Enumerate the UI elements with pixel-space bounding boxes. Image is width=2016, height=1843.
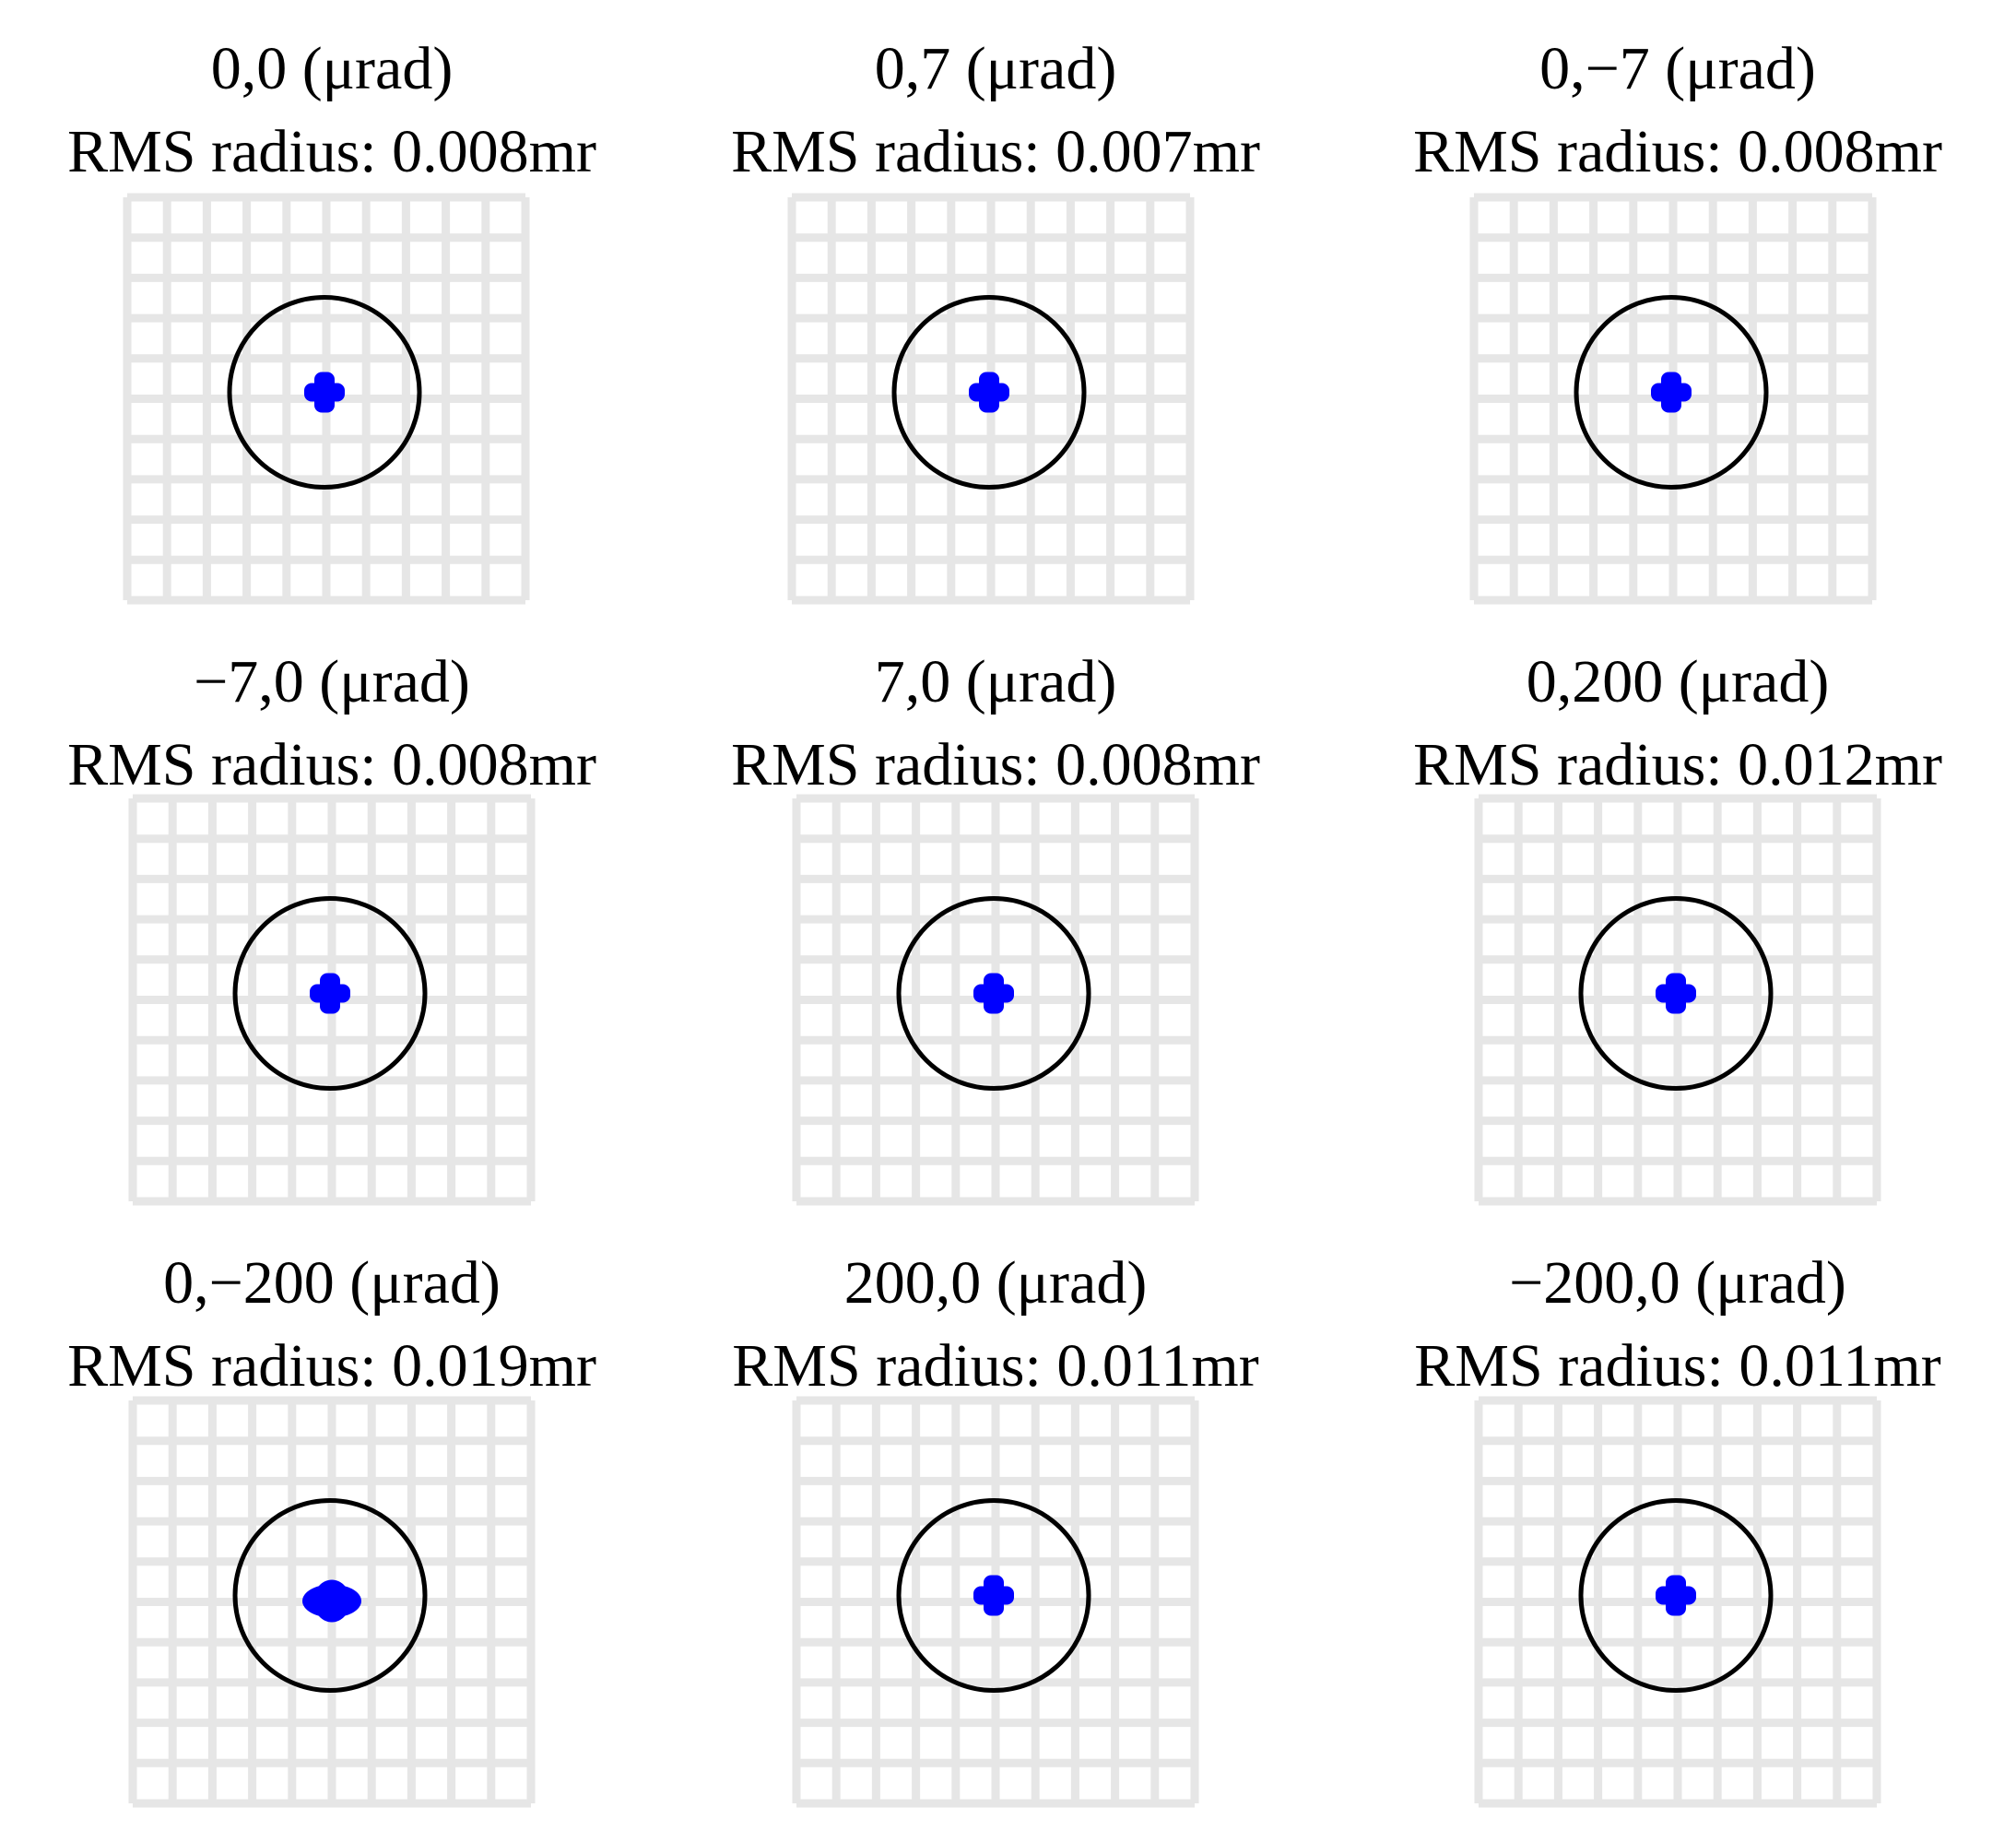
spot-plot xyxy=(1474,1396,1881,1808)
spot-blob xyxy=(1666,1575,1686,1616)
spot-panel: 0,0 (μrad) RMS radius: 0.008mr xyxy=(0,28,664,194)
spot-plot xyxy=(792,1396,1199,1808)
spot-blob xyxy=(313,1579,350,1623)
field-angle-label: 200,0 (μrad) xyxy=(843,1249,1148,1317)
spot-panel: 200,0 (μrad) RMS radius: 0.011mr xyxy=(664,1242,1327,1408)
ray-spot xyxy=(304,372,345,413)
spot-panel: 0,−200 (μrad) RMS radius: 0.019mr xyxy=(0,1242,664,1408)
spot-plot xyxy=(123,193,530,605)
ray-spot xyxy=(973,973,1014,1014)
airy-disk-circle xyxy=(1578,896,1774,1091)
rms-radius-label: RMS radius: 0.008mr xyxy=(67,118,596,185)
airy-disk-circle xyxy=(232,896,428,1091)
spot-panel: −200,0 (μrad) RMS radius: 0.011mr xyxy=(1346,1242,2010,1408)
ray-spot xyxy=(1651,372,1692,413)
grid xyxy=(792,794,1199,1206)
ray-spot xyxy=(310,973,350,1014)
spot-plot xyxy=(128,794,536,1206)
spot-blob xyxy=(979,372,999,413)
spot-plot xyxy=(792,794,1199,1206)
airy-disk-circle xyxy=(1574,295,1769,490)
grid xyxy=(787,193,1195,605)
spot-panel: −7,0 (μrad) RMS radius: 0.008mr xyxy=(0,641,664,807)
rms-radius-label: RMS radius: 0.007mr xyxy=(731,118,1260,185)
field-angle-label: −200,0 (μrad) xyxy=(1509,1249,1846,1317)
airy-disk-circle xyxy=(227,295,422,490)
spot-plot xyxy=(128,1396,536,1808)
rms-radius-label: RMS radius: 0.019mr xyxy=(67,1332,596,1400)
field-angle-label: 0,7 (μrad) xyxy=(874,35,1117,102)
spot-blob xyxy=(314,372,335,413)
grid xyxy=(128,1396,536,1808)
spot-plot xyxy=(787,193,1195,605)
ray-spot xyxy=(973,1575,1014,1616)
spot-blob xyxy=(984,1575,1004,1616)
spot-blob xyxy=(320,973,340,1014)
spot-blob xyxy=(1666,973,1686,1014)
field-angle-label: 0,−7 (μrad) xyxy=(1539,35,1816,102)
field-angle-label: 0,−200 (μrad) xyxy=(163,1249,501,1317)
spot-plot xyxy=(1474,794,1881,1206)
rms-radius-label: RMS radius: 0.012mr xyxy=(1413,731,1942,798)
grid xyxy=(128,794,536,1206)
rms-radius-label: RMS radius: 0.011mr xyxy=(732,1332,1259,1400)
airy-disk-circle xyxy=(891,295,1087,490)
rms-radius-label: RMS radius: 0.008mr xyxy=(1413,118,1942,185)
grid xyxy=(123,193,530,605)
spot-blob xyxy=(984,973,1004,1014)
spot-panel: 0,−7 (μrad) RMS radius: 0.008mr xyxy=(1346,28,2010,194)
spot-panel: 0,7 (μrad) RMS radius: 0.007mr xyxy=(664,28,1327,194)
rms-radius-label: RMS radius: 0.008mr xyxy=(67,731,596,798)
ray-spot xyxy=(1656,1575,1696,1616)
ray-spot xyxy=(1656,973,1696,1014)
field-angle-label: 0,0 (μrad) xyxy=(210,35,454,102)
airy-disk-circle xyxy=(232,1498,428,1693)
rms-radius-label: RMS radius: 0.008mr xyxy=(731,731,1260,798)
grid xyxy=(792,1396,1199,1808)
field-angle-label: −7,0 (μrad) xyxy=(194,648,470,715)
grid xyxy=(1474,794,1881,1206)
spot-panel: 7,0 (μrad) RMS radius: 0.008mr xyxy=(664,641,1327,807)
spot-blob xyxy=(1661,372,1681,413)
spot-panel: 0,200 (μrad) RMS radius: 0.012mr xyxy=(1346,641,2010,807)
airy-disk-circle xyxy=(896,896,1091,1091)
rms-radius-label: RMS radius: 0.011mr xyxy=(1414,1332,1941,1400)
ray-spot xyxy=(302,1579,361,1623)
ray-spot xyxy=(969,372,1009,413)
spot-plot xyxy=(1469,193,1877,605)
airy-disk-circle xyxy=(896,1498,1091,1693)
field-angle-label: 7,0 (μrad) xyxy=(874,648,1117,715)
field-angle-label: 0,200 (μrad) xyxy=(1526,648,1830,715)
airy-disk-circle xyxy=(1578,1498,1774,1693)
